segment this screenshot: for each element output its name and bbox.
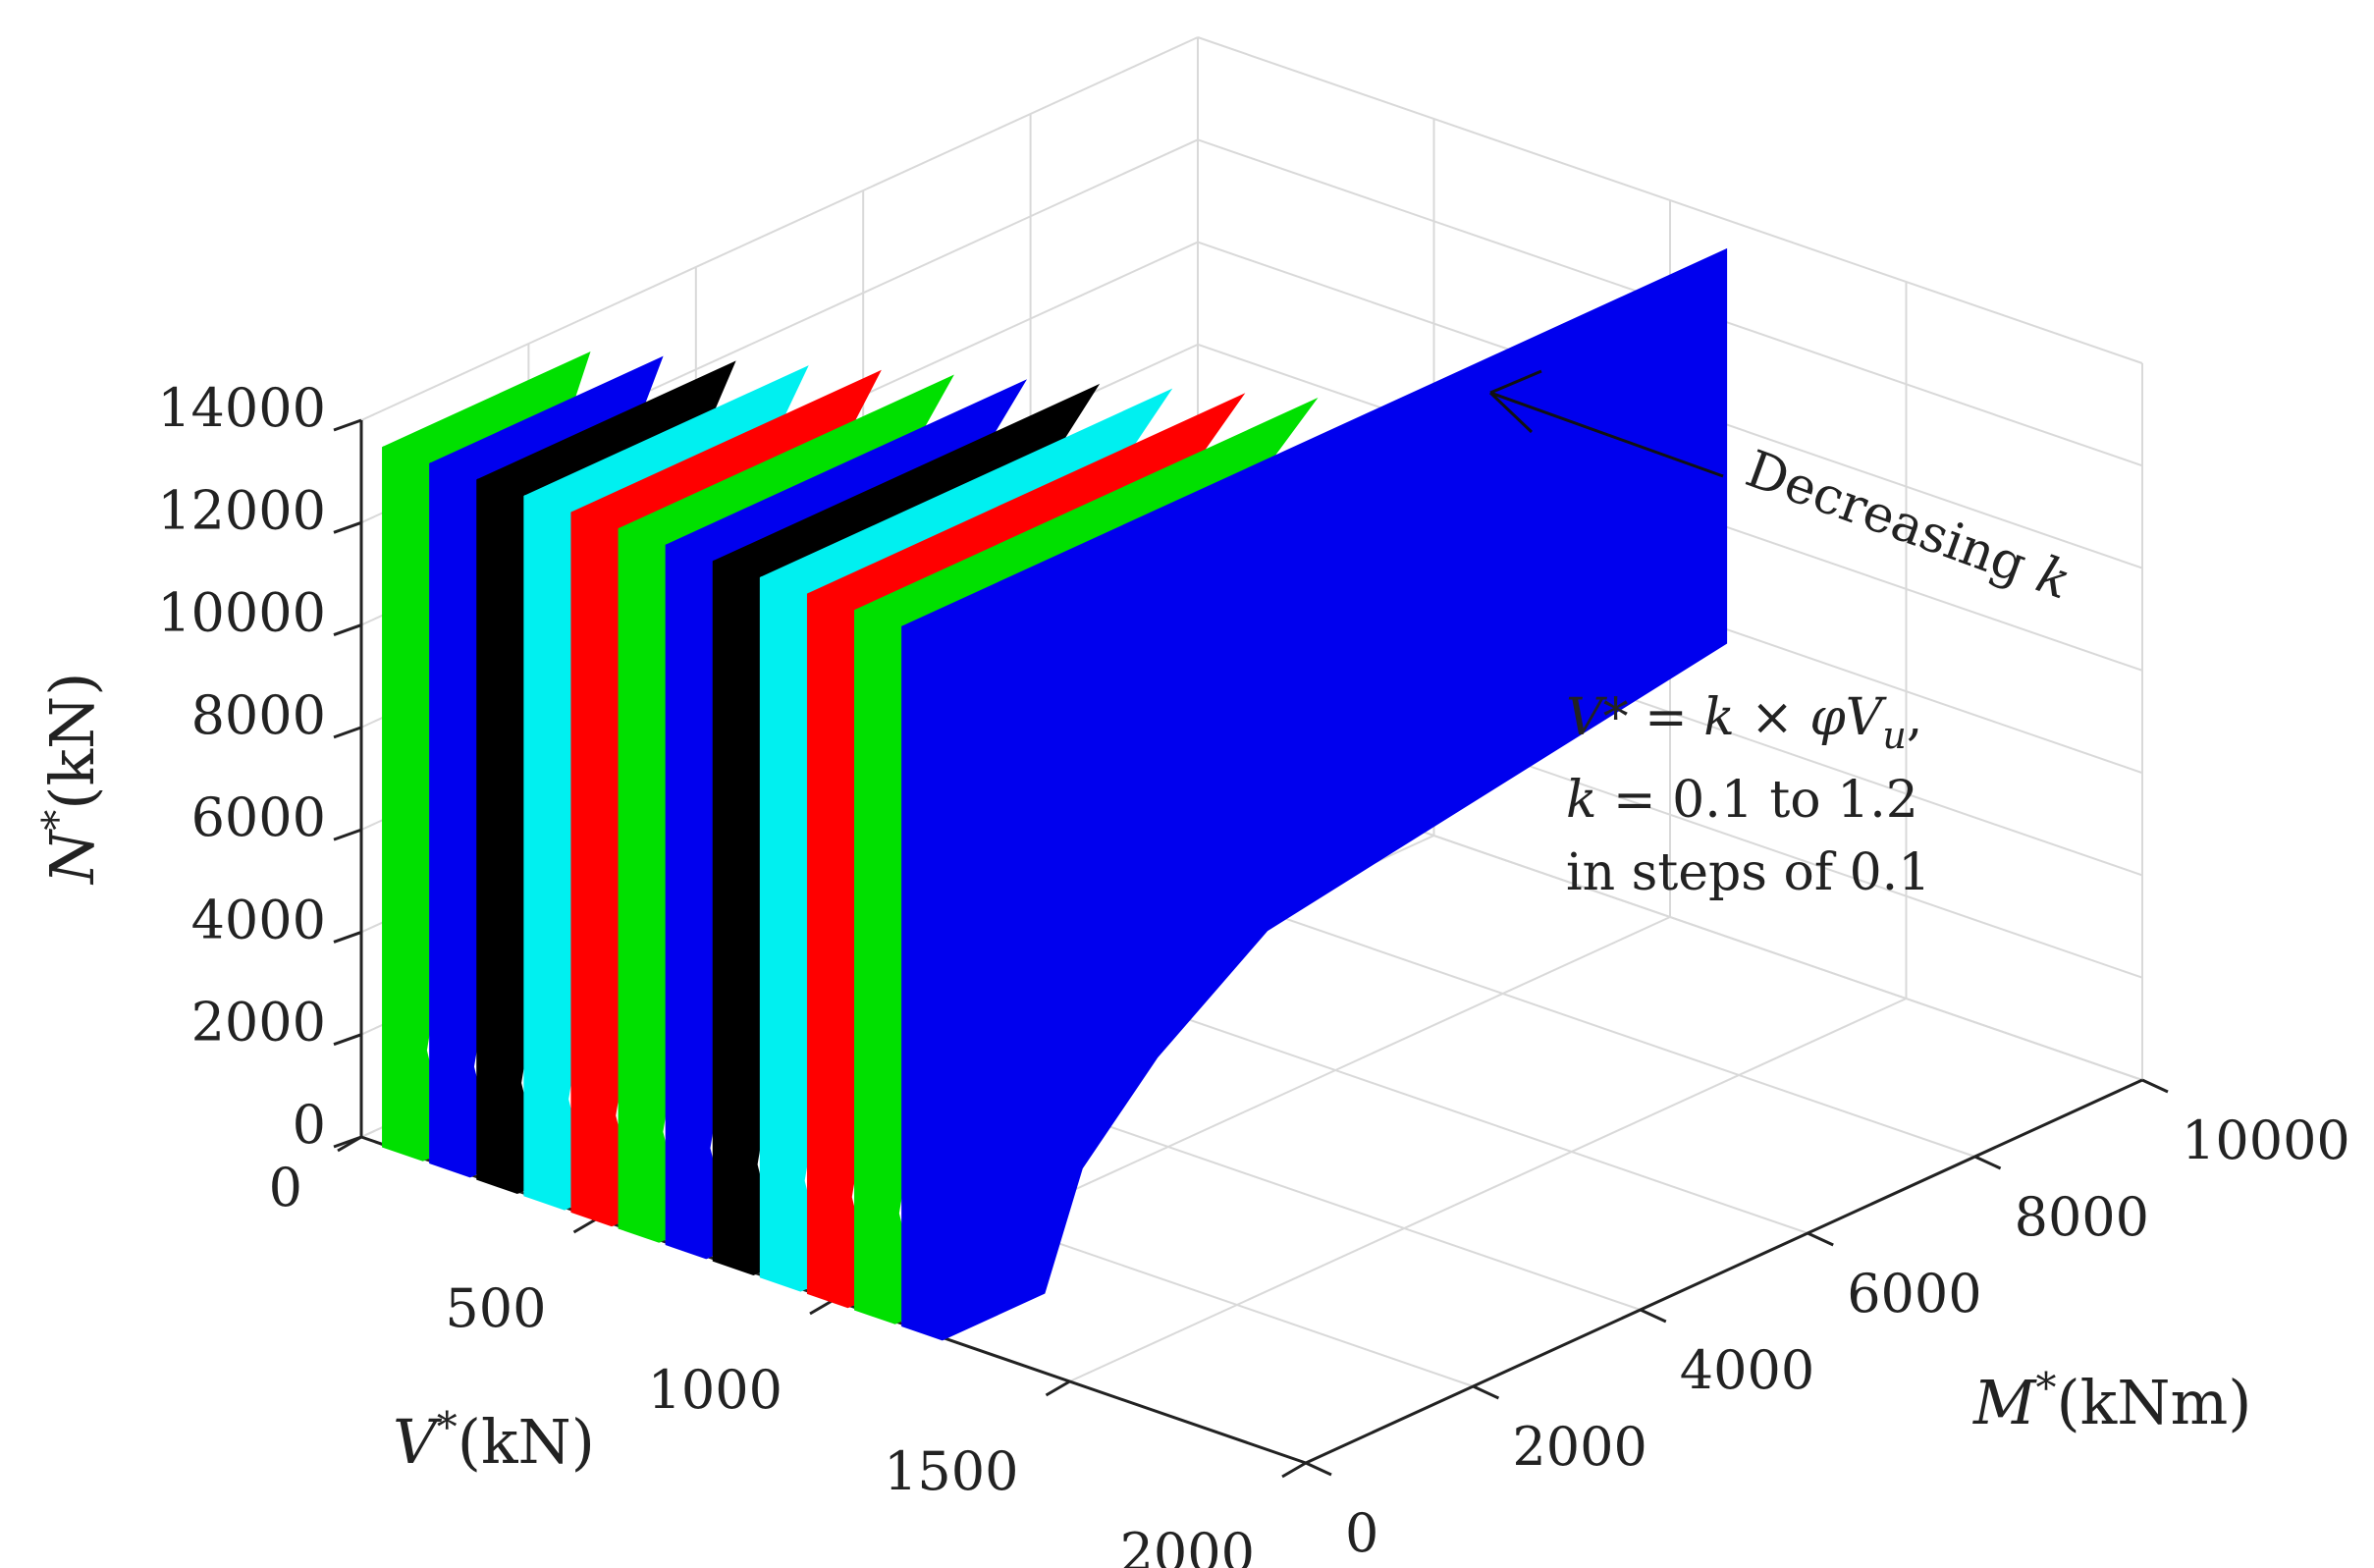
series-strip [383,446,425,1162]
x-tick-mark [572,1217,599,1234]
x-tick-mark [809,1298,835,1316]
y-tick-label: 2000 [1512,1416,1646,1478]
y-tick-label: 6000 [1847,1263,1981,1325]
series-layer [382,247,1728,1341]
tick-labels: 0200040006000800010000120001400005001000… [157,377,2350,1568]
x-tick-mark [337,1135,362,1153]
z-tick-mark [333,520,362,534]
z-tick-label: 2000 [191,992,326,1054]
k-formula-line2: k = 0.1 to 1.2 [1566,771,1918,830]
y-tick-label: 8000 [2015,1186,2149,1248]
z-tick-mark [333,931,362,944]
grid-line [360,36,1199,421]
z-tick-label: 12000 [157,479,326,541]
k-formula-line1: V* = k × φVu, [1566,688,1922,757]
x-tick-label: 500 [445,1277,546,1339]
series-strip [855,609,897,1325]
series-strip [477,478,519,1194]
x-tick-label: 2000 [1120,1522,1255,1568]
x-tick-mark [1281,1461,1307,1479]
z-tick-mark [333,1033,362,1047]
grid-line [1069,998,1907,1382]
y-tick-mark [1640,1308,1667,1324]
series-strip [619,527,662,1243]
series-strip [807,592,850,1308]
y-tick-mark [1472,1384,1500,1400]
y-axis-line [1305,1078,2143,1465]
y-tick-mark [2141,1078,2169,1094]
y-tick-mark [1807,1231,1834,1247]
x-tick-label: 1500 [884,1440,1018,1502]
y-tick-label: 10000 [2182,1109,2350,1171]
x-tick-label: 1000 [648,1359,782,1421]
series-sheet [901,247,1728,1341]
z-tick-label: 0 [293,1094,326,1156]
z-tick-mark [333,623,362,636]
z-tick-label: 6000 [191,786,326,848]
y-tick-label: 0 [1345,1502,1378,1564]
grid-line [1197,36,2143,364]
series-strip [760,576,803,1292]
z-tick-label: 4000 [191,889,326,950]
y-axis-label: M*(kNm) [1972,1364,2251,1438]
z-tick-label: 10000 [157,582,326,644]
y-tick-label: 4000 [1680,1339,1814,1401]
decreasing-k-label: Decreasing k [1739,440,2078,612]
y-tick-mark [1305,1461,1332,1477]
series-strip [902,624,944,1340]
z-axis-label: N*(kN) [33,673,108,886]
series-strip [571,511,614,1226]
series-k-0.1 [901,247,1728,1341]
z-tick-mark [333,726,362,739]
x-axis-label: V*(kN) [393,1403,595,1478]
k-formula-line3: in steps of 0.1 [1566,843,1930,902]
z-tick-mark [333,828,362,841]
series-strip [666,543,709,1259]
y-tick-mark [1973,1155,2002,1170]
series-strip [713,560,756,1275]
x-tick-label: 0 [269,1157,302,1218]
z-tick-label: 14000 [157,377,326,439]
z-tick-label: 8000 [191,684,326,746]
series-strip [430,461,472,1177]
series-strip [524,495,567,1211]
decreasing-k-arrow [1488,369,1724,478]
z-tick-mark [333,418,362,432]
x-tick-mark [1045,1379,1071,1397]
